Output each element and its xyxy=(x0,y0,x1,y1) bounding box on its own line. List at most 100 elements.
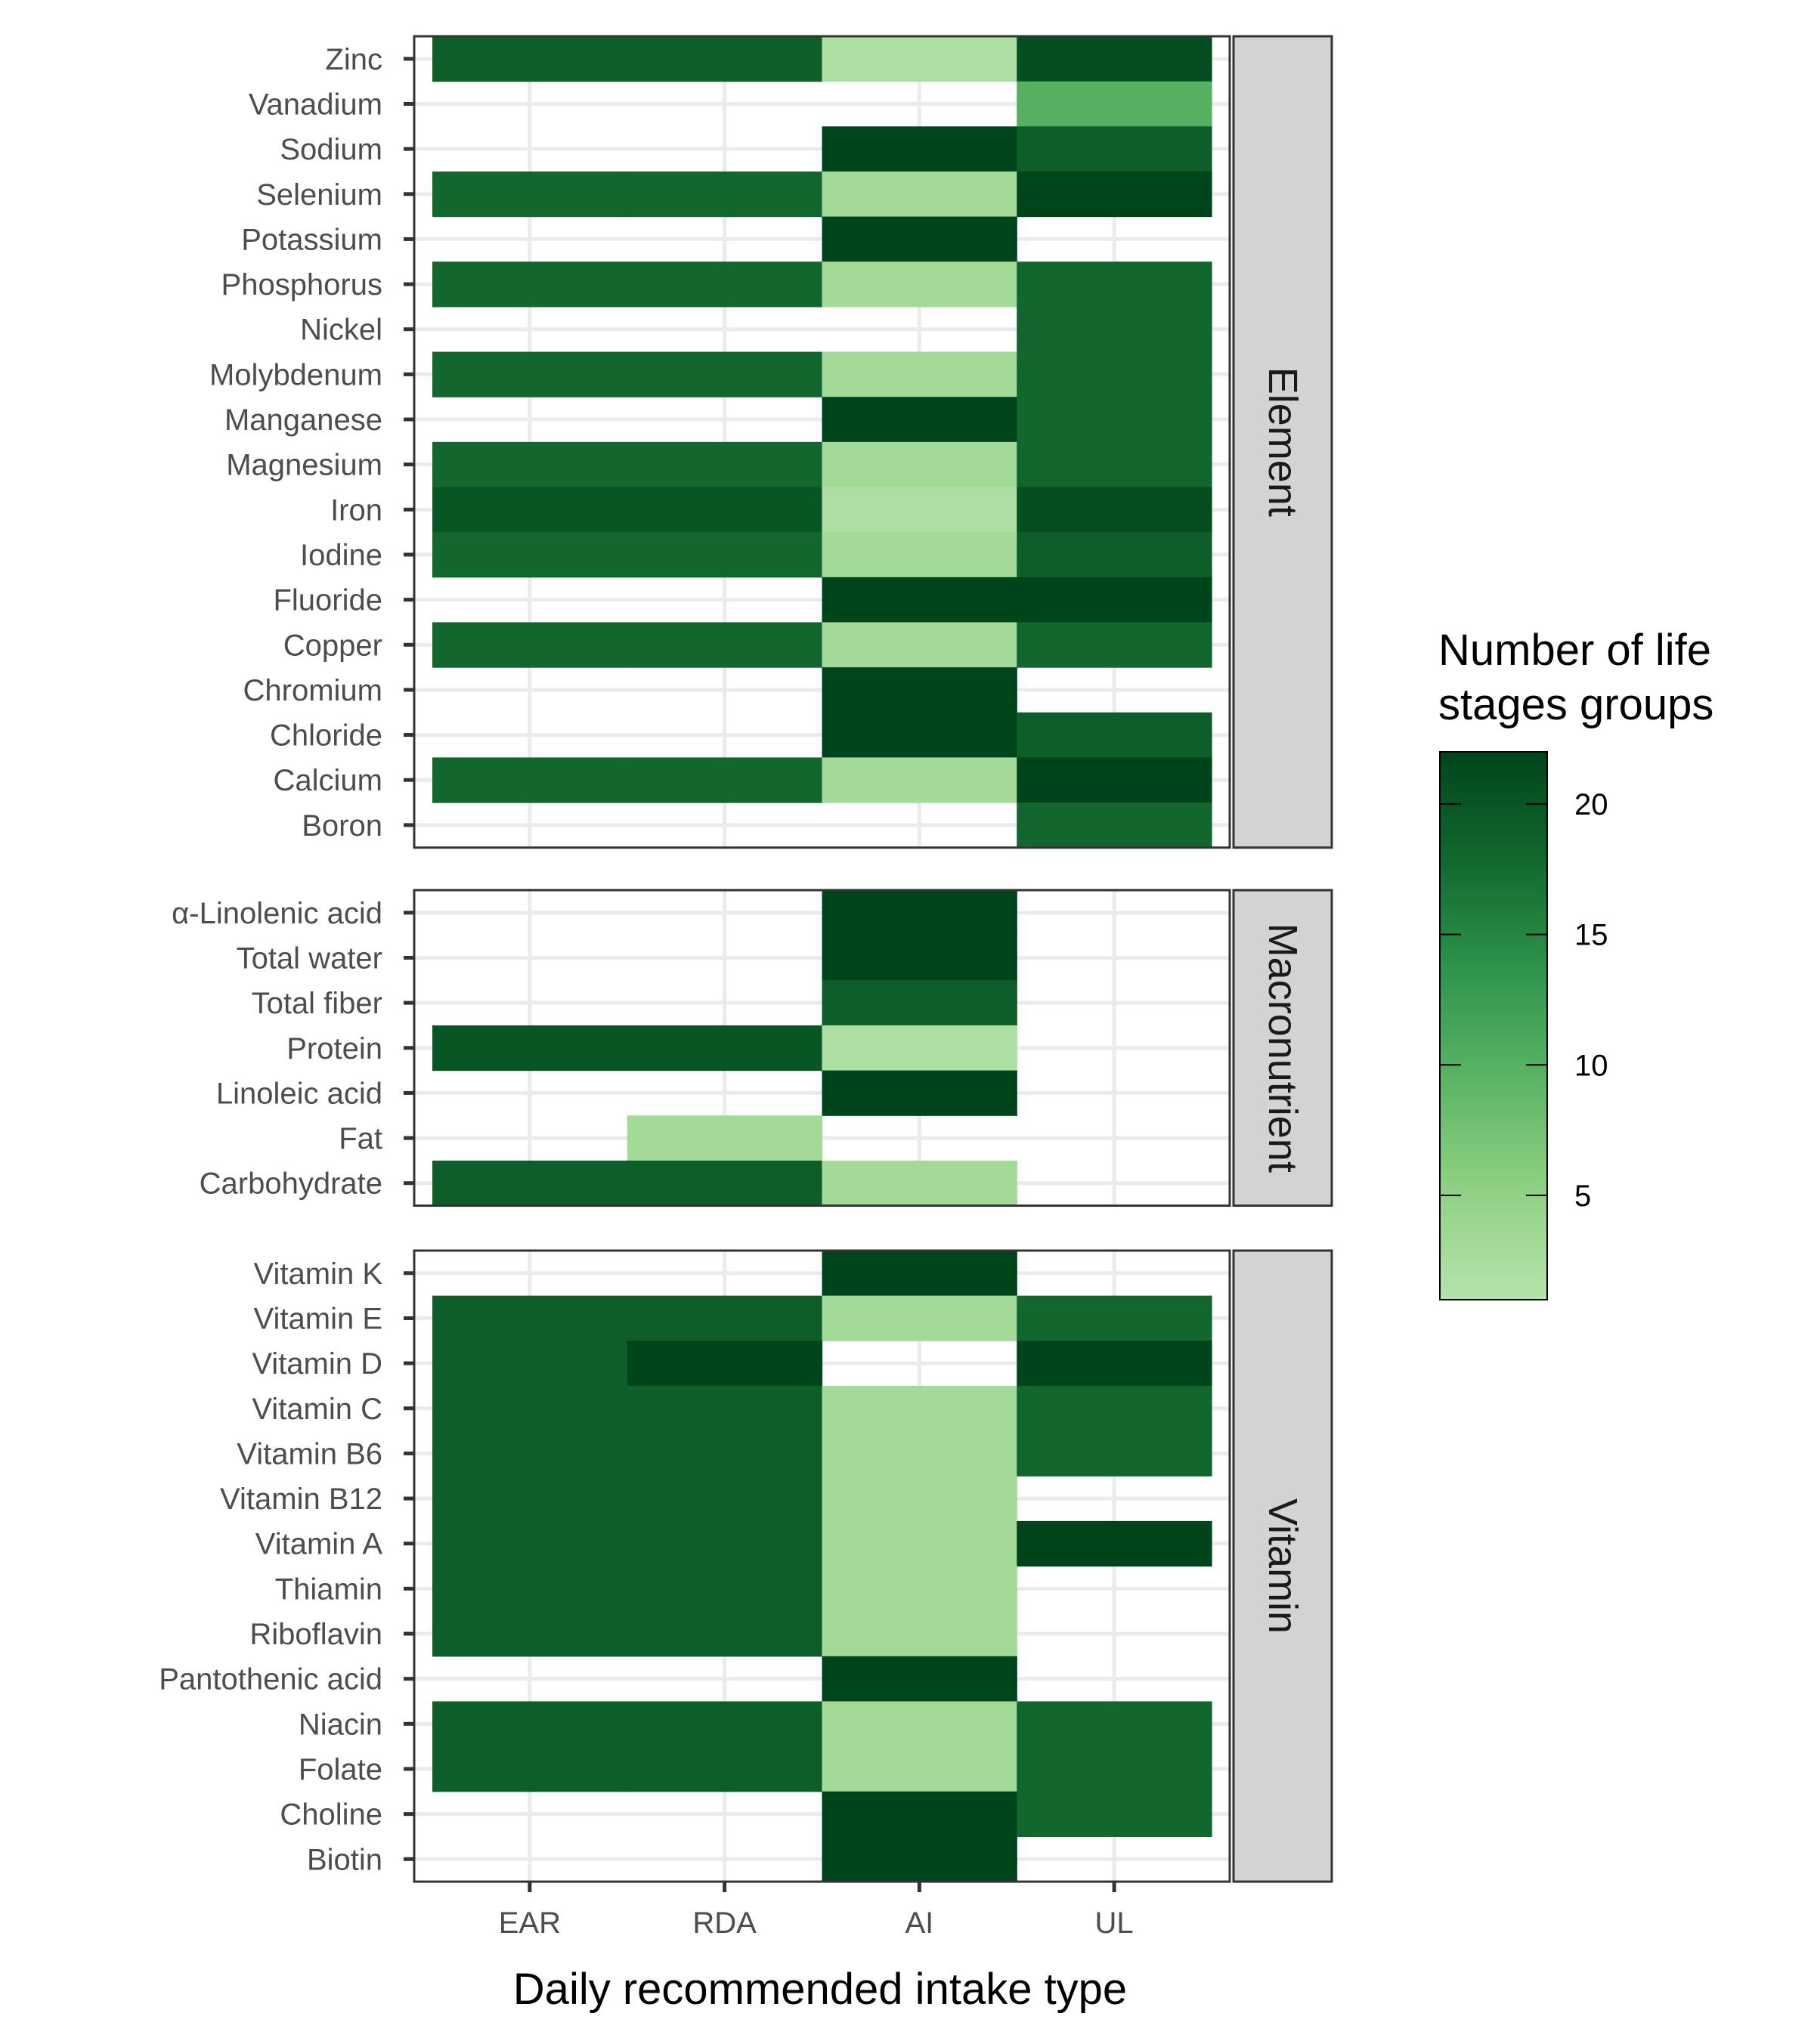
tile-niacin-ai xyxy=(822,1701,1017,1747)
tile-vitamin-b12-ear xyxy=(432,1476,628,1522)
y-tick-label-vitamin-d: Vitamin D xyxy=(252,1347,382,1381)
y-tick-label-chromium: Chromium xyxy=(243,674,382,707)
tile-selenium-rda xyxy=(627,171,823,218)
colorbar-legend: Number of life stages groups 5 10 15 20 xyxy=(1438,626,1713,1300)
x-tick-label-ul: UL xyxy=(1095,1906,1134,1940)
tile-riboflavin-ai xyxy=(822,1611,1017,1657)
tile-carbohydrate-rda xyxy=(627,1160,823,1207)
y-tick-label-manganese: Manganese xyxy=(224,404,382,437)
tile-riboflavin-rda xyxy=(627,1611,823,1657)
tile-linoleic-acid-ai xyxy=(822,1070,1017,1116)
y-tick-label-fat: Fat xyxy=(339,1122,382,1155)
tile-magnesium-ul xyxy=(1017,441,1212,488)
y-tick-label-potassium: Potassium xyxy=(241,223,382,256)
y-tick-label-total-water: Total water xyxy=(237,942,382,975)
tile-thiamin-rda xyxy=(627,1566,823,1612)
tile-nickel-ul xyxy=(1017,306,1212,353)
y-tick-label-linolenic-acid: α-Linolenic acid xyxy=(172,897,382,930)
tile-magnesium-rda xyxy=(627,441,823,488)
facet-strip-label-macronutrient: Macronutrient xyxy=(1260,923,1305,1173)
tile-iodine-ai xyxy=(822,532,1017,578)
tile-riboflavin-ear xyxy=(432,1611,628,1657)
tile-zinc-rda xyxy=(627,36,823,82)
tile-folate-ul xyxy=(1017,1746,1212,1792)
tile-vitamin-b12-rda xyxy=(627,1476,823,1522)
tile-total-fiber-ai xyxy=(822,980,1017,1026)
colorbar-frame xyxy=(1439,751,1548,1300)
tile-iron-rda xyxy=(627,487,823,533)
tile-magnesium-ear xyxy=(432,441,628,488)
tile-thiamin-ear xyxy=(432,1566,628,1612)
facet-strip-vitamin xyxy=(1232,1249,1333,1883)
y-tick-label-pantothenic-acid: Pantothenic acid xyxy=(159,1663,382,1696)
tile-protein-ai xyxy=(822,1025,1017,1071)
tile-choline-ai xyxy=(822,1791,1017,1838)
tile-niacin-rda xyxy=(627,1701,823,1747)
y-axis-macronutrient: α-Linolenic acid Total water Total fiber Pr… xyxy=(172,897,414,1201)
tile-pantothenic-acid-ai xyxy=(822,1656,1017,1702)
facet-strip-element xyxy=(1232,35,1333,849)
tile-vitamin-k-ai xyxy=(822,1251,1017,1297)
tile-sodium-ai xyxy=(822,126,1017,172)
y-tick-label-protein: Protein xyxy=(286,1032,382,1065)
tile-vitamin-a-ai xyxy=(822,1520,1017,1567)
y-tick-label-vitamin-b12: Vitamin B12 xyxy=(220,1483,382,1516)
tile-manganese-ai xyxy=(822,397,1017,443)
y-tick-label-copper: Copper xyxy=(283,629,382,662)
tile-copper-ul xyxy=(1017,622,1212,668)
facet-panel-macronutrient: α-Linolenic acid Total water Total fiber Pr… xyxy=(172,889,1333,1208)
y-tick-label-phosphorus: Phosphorus xyxy=(221,268,382,301)
legend-title-line: stages groups xyxy=(1438,680,1713,729)
tile-phosphorus-ai xyxy=(822,261,1017,308)
tile-vitamin-d-ul xyxy=(1017,1341,1212,1387)
tile-carbohydrate-ai xyxy=(822,1160,1017,1207)
colorbar-tick-label: 15 xyxy=(1574,919,1608,952)
y-tick-label-fluoride: Fluoride xyxy=(273,584,382,617)
panel-border xyxy=(413,1249,1231,1883)
tile-chloride-ai xyxy=(822,712,1017,758)
y-tick-label-folate: Folate xyxy=(299,1753,382,1786)
y-tick-label-vitamin-a: Vitamin A xyxy=(255,1528,383,1561)
y-tick-label-biotin: Biotin xyxy=(307,1843,382,1876)
y-tick-label-total-fiber: Total fiber xyxy=(252,987,382,1020)
y-tick-label-magnesium: Magnesium xyxy=(226,449,382,482)
colorbar-tick-label: 10 xyxy=(1574,1049,1608,1082)
y-tick-label-iodine: Iodine xyxy=(300,539,382,572)
tile-potassium-ai xyxy=(822,216,1017,262)
tile-vanadium-ul xyxy=(1017,81,1212,127)
y-tick-label-molybdenum: Molybdenum xyxy=(209,358,382,391)
colorbar-tick-label: 5 xyxy=(1574,1180,1591,1213)
panel-tiles xyxy=(432,36,1212,849)
tile-choline-ul xyxy=(1017,1791,1212,1838)
tile-linolenic-acid-ai xyxy=(822,890,1017,936)
y-tick-label-iron: Iron xyxy=(330,493,382,527)
tile-molybdenum-rda xyxy=(627,351,823,397)
y-tick-label-chloride: Chloride xyxy=(270,719,382,753)
tile-calcium-ear xyxy=(432,757,628,803)
tile-iodine-rda xyxy=(627,532,823,578)
y-tick-label-vitamin-b6: Vitamin B6 xyxy=(237,1437,382,1470)
tile-vitamin-a-ear xyxy=(432,1520,628,1567)
tile-vitamin-b12-ai xyxy=(822,1476,1017,1522)
tile-vitamin-c-ear xyxy=(432,1385,628,1432)
tile-thiamin-ai xyxy=(822,1566,1017,1612)
tile-carbohydrate-ear xyxy=(432,1160,628,1207)
tile-vitamin-e-ear xyxy=(432,1295,628,1341)
tile-vitamin-d-ear xyxy=(432,1341,628,1387)
tile-fluoride-ai xyxy=(822,577,1017,623)
y-axis-element: Zinc Vanadium Sodium Selenium Potassium Phosp… xyxy=(209,43,414,843)
tile-vitamin-c-ul xyxy=(1017,1385,1212,1432)
tile-phosphorus-ear xyxy=(432,261,628,308)
tile-iron-ul xyxy=(1017,487,1212,533)
facet-strip-label-vitamin: Vitamin xyxy=(1260,1498,1305,1634)
tile-chromium-ai xyxy=(822,667,1017,713)
y-tick-label-vanadium: Vanadium xyxy=(249,88,382,121)
x-tick-label-rda: RDA xyxy=(692,1906,757,1940)
y-tick-label-nickel: Nickel xyxy=(300,314,382,347)
tile-vitamin-a-ul xyxy=(1017,1520,1212,1567)
tile-vitamin-e-ul xyxy=(1017,1295,1212,1341)
x-tick-label-ai: AI xyxy=(905,1906,933,1940)
tile-phosphorus-rda xyxy=(627,261,823,308)
